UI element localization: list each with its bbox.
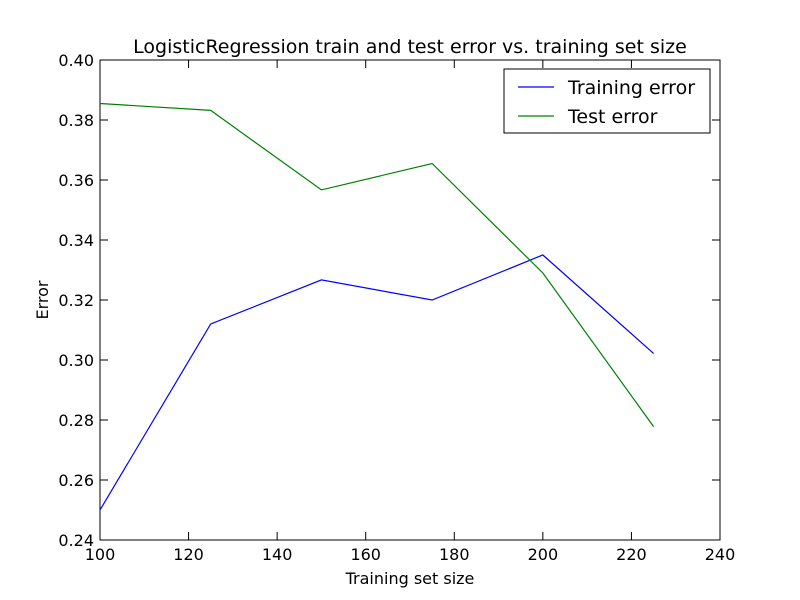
x-tick-label: 200 [528,545,559,564]
chart-title: LogisticRegression train and test error … [133,36,687,58]
plot-area: 100 120 140 160 180 200 220 240 0.24 0.26 0.28 0.3… [58,51,735,564]
y-tick-label: 0.32 [58,291,94,310]
x-axis-label: Training set size [345,569,475,588]
y-tick-label: 0.38 [58,111,94,130]
legend: Training error Test error [503,68,711,134]
legend-label-training-error: Training error [567,77,695,99]
y-tick-label: 0.26 [58,471,94,490]
x-tick-label: 220 [616,545,647,564]
x-tick-label: 100 [85,545,116,564]
y-tick-label: 0.28 [58,411,94,430]
y-tick-label: 0.36 [58,171,94,190]
y-axis-label: Error [33,280,52,319]
y-tick-label: 0.30 [58,351,94,370]
legend-label-test-error: Test error [567,106,658,128]
x-tick-label: 240 [705,545,736,564]
series-line-training-error [99,254,654,511]
x-tick-label: 160 [350,545,381,564]
x-tick-label: 140 [262,545,293,564]
y-tick-label: 0.34 [58,231,94,250]
legend-items: Training error Test error [518,77,695,128]
legend-box [503,68,711,134]
x-tick-label: 180 [439,545,470,564]
x-tick-label: 120 [173,545,204,564]
series-layer [99,102,655,511]
y-tick-label: 0.40 [58,51,94,70]
x-axis-ticks: 100 120 140 160 180 200 220 240 [85,60,736,564]
series-line-test-error [99,102,655,427]
y-tick-label: 0.24 [58,531,94,550]
y-axis-ticks: 0.24 0.26 0.28 0.30 0.32 0.34 0.36 0.38 0.40 [58,51,720,550]
